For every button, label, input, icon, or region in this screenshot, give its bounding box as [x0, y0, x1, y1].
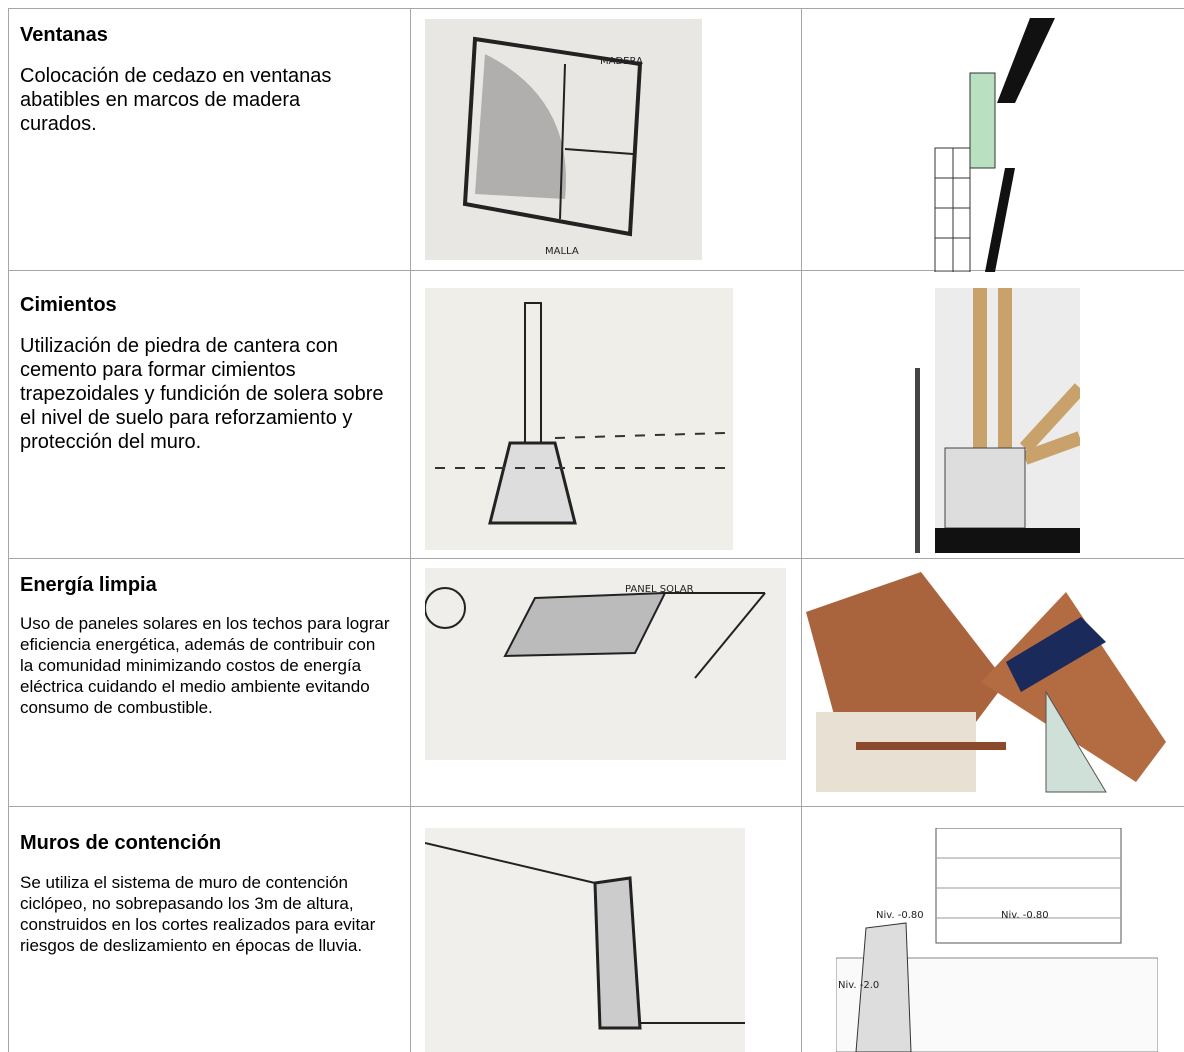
sketch-label: MALLA [545, 246, 579, 257]
border [410, 8, 411, 1052]
row-title: Cimientos [20, 294, 117, 316]
drawing-window [934, 18, 1055, 272]
sketch-window: MADERA MALLA [425, 19, 702, 260]
border [8, 806, 1184, 807]
drawing-label: Niv. -0.80 [876, 910, 924, 921]
border [8, 8, 1184, 9]
render-solar [806, 572, 1166, 793]
sketch-foundation [425, 288, 733, 550]
border [8, 558, 1184, 559]
drawing-wall: Niv. -0.80 Niv. -0.80 Niv. -2.0 [836, 828, 1158, 1052]
border [801, 8, 802, 1052]
row-title: Muros de contención [20, 832, 222, 854]
row-description: Colocación de cedazo en ventanas abatibl… [20, 65, 332, 135]
sketch-label: PANEL SOLAR [625, 584, 694, 595]
row-title: Ventanas [20, 24, 108, 46]
row-description: Se utiliza el sistema de muro de contenc… [20, 873, 376, 955]
sketch-wall [425, 828, 745, 1052]
sketch-label: MADERA [600, 56, 643, 67]
border [8, 270, 1184, 271]
drawing-foundation [915, 288, 1080, 553]
row-description: Uso de paneles solares en los techos par… [20, 614, 390, 717]
drawing-label: Niv. -2.0 [838, 980, 879, 991]
border [8, 8, 9, 1052]
row-title: Energía limpia [20, 574, 157, 596]
drawing-label: Niv. -0.80 [1001, 910, 1049, 921]
sketch-solar: PANEL SOLAR [425, 568, 786, 760]
row-description: Utilización de piedra de cantera con cem… [20, 335, 384, 453]
